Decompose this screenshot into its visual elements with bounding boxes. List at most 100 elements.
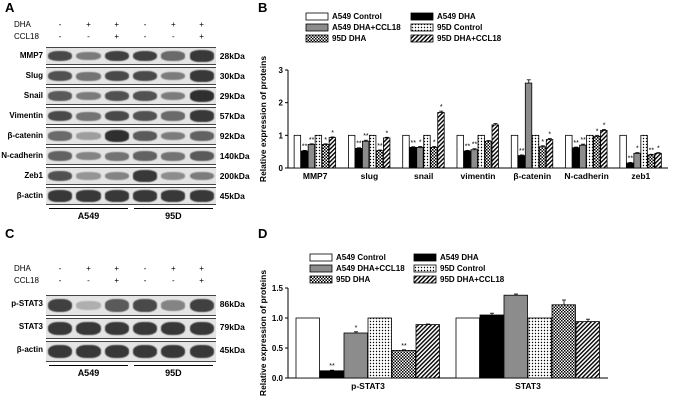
blot-band xyxy=(76,301,101,310)
blot-band xyxy=(189,50,214,62)
blot-strip xyxy=(46,318,216,339)
treatment-sign: - xyxy=(143,264,147,273)
significance-star: * xyxy=(636,146,639,153)
bar xyxy=(416,147,424,169)
bar xyxy=(300,150,309,169)
group-line xyxy=(133,365,213,366)
y-tick-label: 0.0 xyxy=(272,374,284,383)
blot-band xyxy=(48,321,73,336)
legend-swatch xyxy=(413,264,437,273)
category-label: STAT3 xyxy=(515,381,541,391)
legend-label: A549 DHA xyxy=(440,253,479,262)
y-tick-label: 1 xyxy=(279,131,284,140)
blot-band xyxy=(189,190,214,202)
blot-band xyxy=(76,71,101,81)
kda-label: 57kDa xyxy=(219,111,245,121)
blot-band xyxy=(189,171,214,181)
kda-label: 30kDa xyxy=(219,71,245,81)
blot-band xyxy=(189,131,214,141)
blot-band xyxy=(48,151,73,161)
blot-strip xyxy=(46,67,216,85)
blot-strip xyxy=(46,341,216,362)
legend-swatch xyxy=(410,23,434,32)
kda-label: 200kDa xyxy=(219,171,250,181)
treatment-sign: - xyxy=(87,32,90,41)
bar xyxy=(510,134,519,169)
blot-band xyxy=(132,131,158,141)
blot-strip xyxy=(46,47,216,65)
legend-swatch xyxy=(309,253,333,262)
blot-band xyxy=(48,91,73,101)
significance-star: ** xyxy=(519,148,525,155)
blot-band xyxy=(48,344,73,359)
y-axis-label: Relative expression of proteins xyxy=(258,56,268,182)
legend-swatch xyxy=(309,264,333,273)
significance-star: * xyxy=(355,325,358,332)
blot-band xyxy=(76,51,101,61)
bar xyxy=(600,130,608,169)
protein-label: N-cadherin xyxy=(1,151,43,160)
protein-label: Vimentin xyxy=(9,111,43,120)
bar xyxy=(367,317,392,379)
treatment-sign: - xyxy=(58,264,62,273)
treatment-label: DHA xyxy=(14,264,31,273)
group-line xyxy=(49,365,128,366)
significance-star: ** xyxy=(465,143,471,150)
significance-star: ** xyxy=(363,133,369,140)
bar xyxy=(572,147,580,169)
legend-label: 95D DHA+CCL18 xyxy=(440,275,505,284)
treatment-sign: + xyxy=(114,32,120,41)
blot-band xyxy=(132,170,158,182)
treatment-sign: - xyxy=(143,20,147,29)
blot-band xyxy=(189,298,214,313)
treatment-sign: + xyxy=(199,20,204,29)
category-label: zeb1 xyxy=(631,171,650,181)
kda-label: 29kDa xyxy=(219,91,245,101)
group-label: A549 xyxy=(77,368,100,378)
treatment-sign: + xyxy=(199,32,204,41)
bar xyxy=(383,137,391,169)
bar xyxy=(517,155,526,169)
blot-strip xyxy=(46,107,216,125)
legend-label: A549 DHA+CCL18 xyxy=(332,23,401,32)
treatment-sign: + xyxy=(114,20,120,29)
significance-star: * xyxy=(596,128,599,135)
bar xyxy=(409,147,417,169)
group-line xyxy=(49,208,128,209)
blot-band xyxy=(104,344,129,359)
significance-star: ** xyxy=(329,363,335,370)
treatment-sign: - xyxy=(58,20,62,29)
bar xyxy=(307,144,316,169)
kda-label: 79kDa xyxy=(219,322,245,332)
y-tick-label: 1.0 xyxy=(272,314,284,323)
blot-band xyxy=(132,151,158,161)
legend-swatch xyxy=(410,34,434,43)
panel-letter-b: B xyxy=(258,0,268,15)
kda-label: 140kDa xyxy=(219,151,250,161)
significance-star: ** xyxy=(580,137,586,144)
treatment-sign: + xyxy=(199,276,204,285)
blot-strip xyxy=(46,167,216,185)
y-tick-label: 3 xyxy=(279,66,284,75)
blot-band xyxy=(132,110,158,122)
significance-star: ** xyxy=(628,155,634,162)
bar xyxy=(455,317,480,379)
blot-band xyxy=(132,70,158,82)
bar xyxy=(491,124,499,169)
blot-band xyxy=(76,111,101,121)
category-label: vimentin xyxy=(461,171,496,181)
legend-label: 95D Control xyxy=(440,264,485,273)
blot-band xyxy=(76,132,101,140)
significance-star: * xyxy=(440,104,443,111)
bar xyxy=(437,112,445,169)
panel-letter-c: C xyxy=(5,226,15,241)
blot-band xyxy=(104,130,129,142)
blot-band xyxy=(132,344,158,359)
bar xyxy=(295,317,320,379)
category-label: MMP7 xyxy=(303,171,328,181)
blot-band xyxy=(48,131,73,141)
legend-label: 95D Control xyxy=(437,23,482,32)
significance-star: * xyxy=(541,139,544,146)
blot-band xyxy=(76,190,101,202)
legend-label: 95D DHA xyxy=(336,275,370,284)
